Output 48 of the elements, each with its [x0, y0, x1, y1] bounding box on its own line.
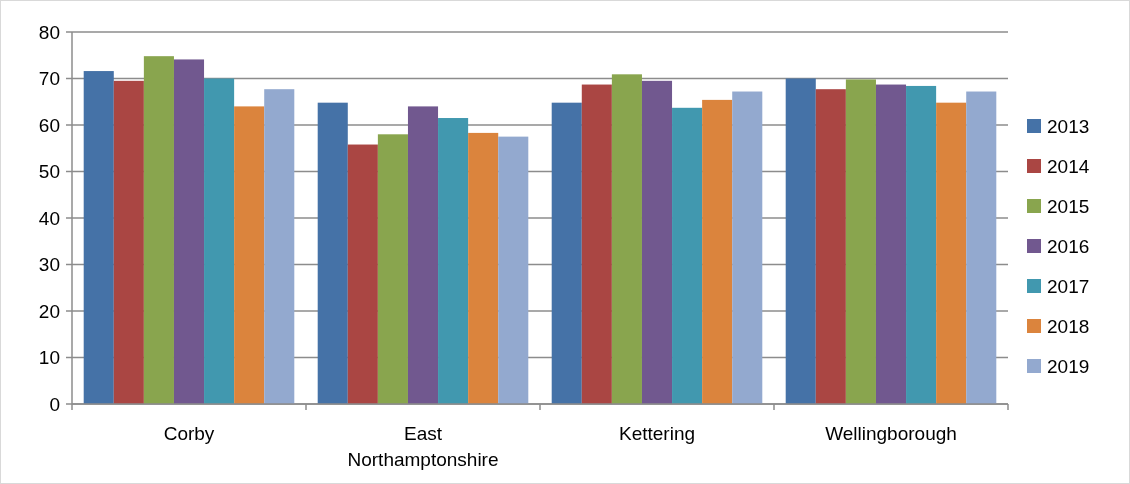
- bar: [581, 84, 612, 404]
- bar: [732, 91, 763, 404]
- bar: [204, 78, 235, 404]
- bar: [498, 136, 529, 404]
- bar: [468, 132, 499, 404]
- legend-label: 2016: [1047, 235, 1090, 257]
- x-tick-label: Wellingborough: [825, 423, 957, 444]
- bar: [143, 56, 174, 404]
- bar: [702, 99, 733, 404]
- bar: [377, 134, 408, 404]
- bar: [264, 89, 295, 404]
- bar: [966, 91, 997, 404]
- legend-label: 2019: [1047, 355, 1090, 377]
- y-tick-label: 40: [38, 207, 60, 229]
- bar: [113, 80, 144, 404]
- bar: [83, 71, 114, 404]
- bar: [173, 59, 205, 404]
- x-tick-label: Kettering: [618, 423, 696, 444]
- bar: [317, 102, 348, 404]
- y-tick-label: 10: [38, 347, 60, 369]
- y-tick-label: 30: [38, 254, 60, 276]
- bar: [672, 107, 703, 404]
- y-tick-label: 20: [38, 300, 60, 322]
- bar: [611, 74, 642, 404]
- x-tick-label: Corby: [163, 423, 215, 444]
- y-tick-label: 80: [38, 21, 60, 43]
- y-tick-label: 50: [38, 161, 60, 183]
- bar: [875, 84, 907, 404]
- y-tick-label: 70: [38, 68, 60, 90]
- bar: [641, 80, 673, 404]
- legend-label: 2013: [1047, 115, 1090, 137]
- bar: [551, 102, 582, 404]
- bar: [407, 106, 439, 404]
- legend-label: 2015: [1047, 195, 1090, 217]
- bar: [906, 85, 937, 404]
- y-tick-label: 60: [38, 114, 60, 136]
- bar: [785, 78, 816, 404]
- bar: [815, 89, 846, 404]
- legend-label: 2018: [1047, 315, 1090, 337]
- bar: [845, 79, 876, 404]
- bar: [936, 102, 967, 404]
- legend-label: 2017: [1047, 275, 1090, 297]
- bar: [438, 118, 469, 404]
- x-tick-label: East Northamptonshire: [347, 423, 499, 470]
- y-tick-label: 0: [49, 393, 60, 415]
- bar: [347, 144, 378, 404]
- legend-label: 2014: [1047, 155, 1090, 177]
- bar: [234, 106, 265, 404]
